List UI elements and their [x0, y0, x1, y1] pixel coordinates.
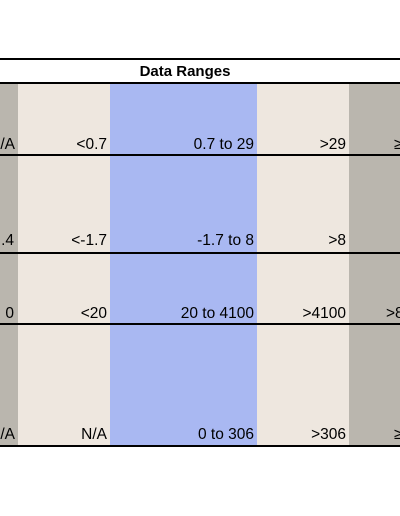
row-2-col-3: >8: [328, 232, 346, 249]
row-4-col-3: >306: [311, 426, 346, 443]
column-band-blue: [110, 84, 257, 446]
table-top-border: [0, 58, 400, 60]
column-band-gray-right: [349, 84, 400, 446]
row-4-col-2: 0 to 306: [197, 426, 254, 443]
row-3-col-0: 0: [5, 305, 14, 322]
column-band-beige-2: [257, 84, 349, 446]
row-3-col-4: >8: [386, 305, 400, 322]
row-4-col-0: /A: [0, 426, 15, 443]
row-2-col-1: <-1.7: [71, 232, 107, 249]
table-title: Data Ranges: [139, 63, 231, 80]
row-2-col-2: -1.7 to 8: [197, 232, 254, 249]
header-bottom-border: [0, 82, 400, 84]
column-band-beige-1: [18, 84, 110, 446]
row-divider-3: [0, 323, 400, 325]
row-3-col-3: >4100: [302, 305, 346, 322]
row-4-col-4: ≥: [394, 426, 400, 443]
row-1-col-4: ≥: [394, 136, 400, 153]
row-divider-2: [0, 252, 400, 254]
row-divider-1: [0, 154, 400, 156]
row-3-col-2: 20 to 4100: [180, 305, 254, 322]
row-4-col-1: N/A: [81, 426, 107, 443]
row-1-col-1: <0.7: [76, 136, 107, 153]
row-1-col-3: >29: [319, 136, 346, 153]
table-bottom-border: [0, 445, 400, 447]
row-2-col-0: .4: [1, 232, 14, 249]
row-1-col-2: 0.7 to 29: [193, 136, 254, 153]
row-1-col-0: /A: [0, 136, 15, 153]
column-band-gray-left: [0, 84, 18, 446]
row-3-col-1: <20: [80, 305, 107, 322]
